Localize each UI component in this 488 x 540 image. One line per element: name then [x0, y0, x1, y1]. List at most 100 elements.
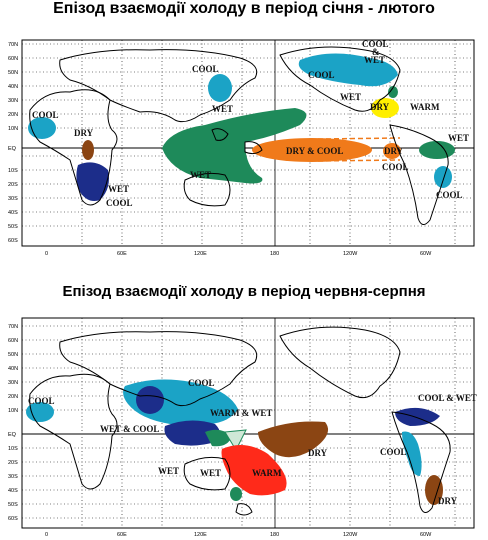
label-cool: COOL	[192, 64, 219, 74]
label-dry: DRY	[74, 128, 94, 138]
wet-region-south-america	[419, 141, 455, 159]
label-amp: &	[372, 47, 380, 57]
y-tick: EQ	[8, 146, 17, 152]
x-tick: 0	[45, 251, 48, 257]
navy-region-india	[136, 386, 164, 414]
panel2-labels: COOL WET & COOL COOL WARM & WET DRY WET …	[28, 378, 477, 506]
label-cool: COOL	[188, 378, 215, 388]
label-wet: WET	[190, 170, 211, 180]
y-tick: 20N	[8, 394, 18, 400]
dry-region-africa	[82, 140, 94, 160]
label-dry: DRY	[308, 448, 328, 458]
panel2-frame	[21, 317, 475, 529]
panel2-grid	[22, 318, 474, 528]
y-tick: 60S	[8, 238, 18, 244]
y-tick: 10N	[8, 126, 18, 132]
panel2-y-axis: 70N 60N 50N 40N 30N 20N 10N EQ 10S 20S 3…	[8, 324, 18, 522]
navy-region-indonesia	[164, 420, 220, 446]
panel1-title: Епізод взаємодії холоду в період січня -…	[53, 0, 435, 17]
y-tick: 20N	[8, 112, 18, 118]
label-warm: WARM	[410, 102, 440, 112]
x-tick: 60W	[420, 532, 432, 538]
x-tick: 60E	[117, 251, 127, 257]
label-wet: WET	[448, 133, 469, 143]
wet-region-aus-south	[230, 487, 242, 501]
dashed-extension-2	[317, 159, 401, 162]
x-tick: 0	[45, 532, 48, 538]
panel1-regions	[28, 53, 455, 201]
x-tick: 180	[270, 251, 279, 257]
y-tick: 60S	[8, 516, 18, 522]
panel2-title: Епізод взаємодії холоду в період червня-…	[62, 283, 426, 300]
y-tick: 40N	[8, 366, 18, 372]
y-tick: 30S	[8, 196, 18, 202]
wet-region-pacific	[162, 108, 307, 184]
label-wet: WET	[212, 104, 233, 114]
panel2-map: 70N 60N 50N 40N 30N 20N 10N EQ 10S 20S 3…	[8, 317, 477, 538]
y-tick: 70N	[8, 324, 18, 330]
cool-region-north-america	[298, 53, 398, 87]
label-cool-wet: COOL & WET	[418, 393, 477, 403]
warm-region-australia	[221, 445, 287, 496]
label-cool: COOL	[32, 110, 59, 120]
panel2-coastlines	[29, 326, 451, 516]
y-tick: 30S	[8, 474, 18, 480]
dry-cool-region-pacific	[252, 138, 372, 162]
y-tick: 30N	[8, 380, 18, 386]
label-wet: WET	[364, 55, 385, 65]
label-wet: WET	[340, 92, 361, 102]
label-dry: DRY	[370, 102, 390, 112]
label-warm: WARM	[252, 468, 282, 478]
cool-region-south-america	[434, 166, 452, 188]
y-tick: 10S	[8, 168, 18, 174]
x-tick: 120E	[194, 251, 207, 257]
y-tick: 20S	[8, 460, 18, 466]
navy-region-south-africa	[76, 162, 109, 201]
y-tick: 30N	[8, 98, 18, 104]
panel1-x-axis: 0 60E 120E 180 120W 60W	[45, 251, 432, 257]
panel2-regions	[26, 379, 443, 505]
cool-region-south-america	[402, 431, 422, 476]
navy-region-central-america	[395, 407, 440, 426]
panel1-coastlines	[29, 46, 449, 225]
panel1-y-axis: 70N 60N 50N 40N 30N 20N 10N EQ 10S 20S 3…	[8, 42, 18, 244]
label-wet: WET	[158, 466, 179, 476]
panel2-x-axis: 0 60E 120E 180 120W 60W	[45, 532, 432, 538]
x-tick: 60E	[117, 532, 127, 538]
label-dry: DRY	[384, 146, 404, 156]
panel1-labels: COOL DRY WET COOL COOL WET WET DRY & COO…	[32, 39, 469, 208]
label-cool: COOL	[362, 39, 389, 49]
label-wet: WET	[200, 468, 221, 478]
wet-region-triangle	[224, 429, 247, 452]
label-cool: COOL	[382, 162, 409, 172]
y-tick: 40N	[8, 84, 18, 90]
label-dry: DRY	[438, 496, 458, 506]
label-cool: COOL	[436, 190, 463, 200]
x-tick: 120W	[343, 532, 358, 538]
y-tick: 60N	[8, 56, 18, 62]
y-tick: 40S	[8, 210, 18, 216]
wet-region-indonesia	[205, 429, 232, 447]
panel1-map: 70N 60N 50N 40N 30N 20N 10N EQ 10S 20S 3…	[8, 39, 475, 257]
label-cool: COOL	[308, 70, 335, 80]
label-wet: WET	[108, 184, 129, 194]
x-tick: 180	[270, 532, 279, 538]
x-tick: 60W	[420, 251, 432, 257]
x-tick: 120E	[194, 532, 207, 538]
y-tick: 10N	[8, 408, 18, 414]
y-tick: 50N	[8, 70, 18, 76]
dry-region-pacific	[258, 421, 329, 458]
label-wet-cool: WET & COOL	[100, 424, 159, 434]
y-tick: 10S	[8, 446, 18, 452]
y-tick: 60N	[8, 338, 18, 344]
y-tick: 50N	[8, 352, 18, 358]
wet-region-gulf	[388, 86, 398, 98]
dashed-extension	[317, 137, 401, 140]
label-cool: COOL	[106, 198, 133, 208]
y-tick: 70N	[8, 42, 18, 48]
y-tick: 40S	[8, 488, 18, 494]
label-cool: COOL	[380, 447, 407, 457]
y-tick: 20S	[8, 182, 18, 188]
dry-region-south-america	[425, 475, 443, 505]
label-warm-wet: WARM & WET	[210, 408, 272, 418]
